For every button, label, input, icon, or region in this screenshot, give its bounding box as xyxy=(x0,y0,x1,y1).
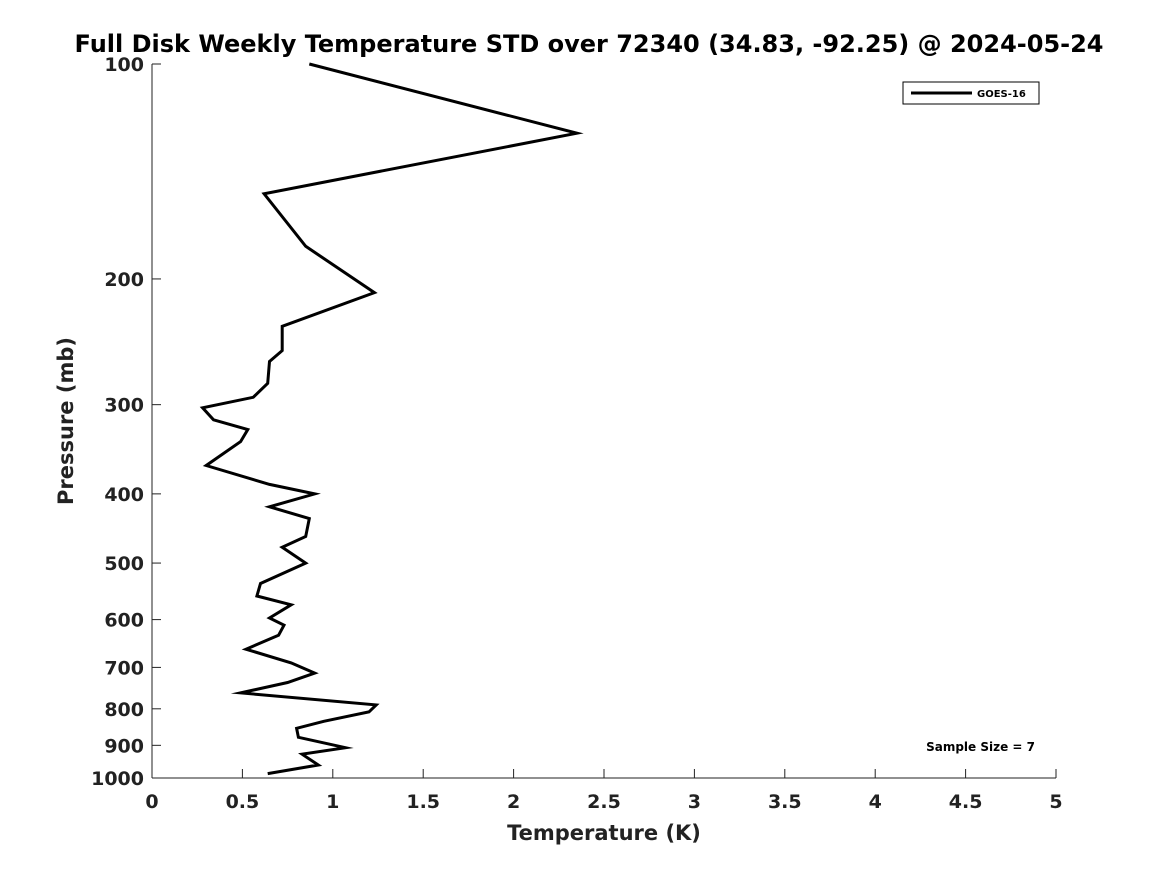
axes: 0 0.5 1 1.5 2 2.5 3 3.5 4 4.5 5 100 200 300 400 500 600 7… xyxy=(91,54,1063,813)
series-line-0 xyxy=(199,62,584,776)
x-tick-label: 5 xyxy=(1049,791,1062,813)
x-tick-label: 0.5 xyxy=(226,791,260,813)
y-tick-label: 800 xyxy=(104,699,144,721)
y-tick-label: 900 xyxy=(104,735,144,757)
x-tick-label: 2 xyxy=(507,791,520,813)
x-tick-label: 2.5 xyxy=(587,791,621,813)
sample-size-note: Sample Size = 7 xyxy=(926,740,1035,754)
x-tick-label: 4.5 xyxy=(949,791,983,813)
chart-title: Full Disk Weekly Temperature STD over 72… xyxy=(75,30,1104,58)
x-tick-label: 1 xyxy=(326,791,339,813)
legend: GOES-16 xyxy=(902,81,1040,105)
x-tick-label: 1.5 xyxy=(406,791,440,813)
y-tick-label: 300 xyxy=(104,395,144,417)
legend-label: GOES-16 xyxy=(977,89,1026,100)
y-tick-label: 700 xyxy=(104,657,144,679)
y-tick-label: 400 xyxy=(104,484,144,506)
y-tick-label: 200 xyxy=(104,269,144,291)
x-tick-label: 3 xyxy=(688,791,701,813)
y-tick-label: 100 xyxy=(104,54,144,76)
plot-area xyxy=(199,62,584,776)
y-tick-label: 500 xyxy=(104,553,144,575)
y-tick-label: 600 xyxy=(104,610,144,632)
x-tick-label: 3.5 xyxy=(768,791,802,813)
x-axis-label: Temperature (K) xyxy=(507,821,701,845)
x-tick-label: 4 xyxy=(869,791,882,813)
y-axis-label: Pressure (mb) xyxy=(54,337,78,505)
y-tick-label: 1000 xyxy=(91,768,144,790)
x-tick-label: 0 xyxy=(145,791,158,813)
